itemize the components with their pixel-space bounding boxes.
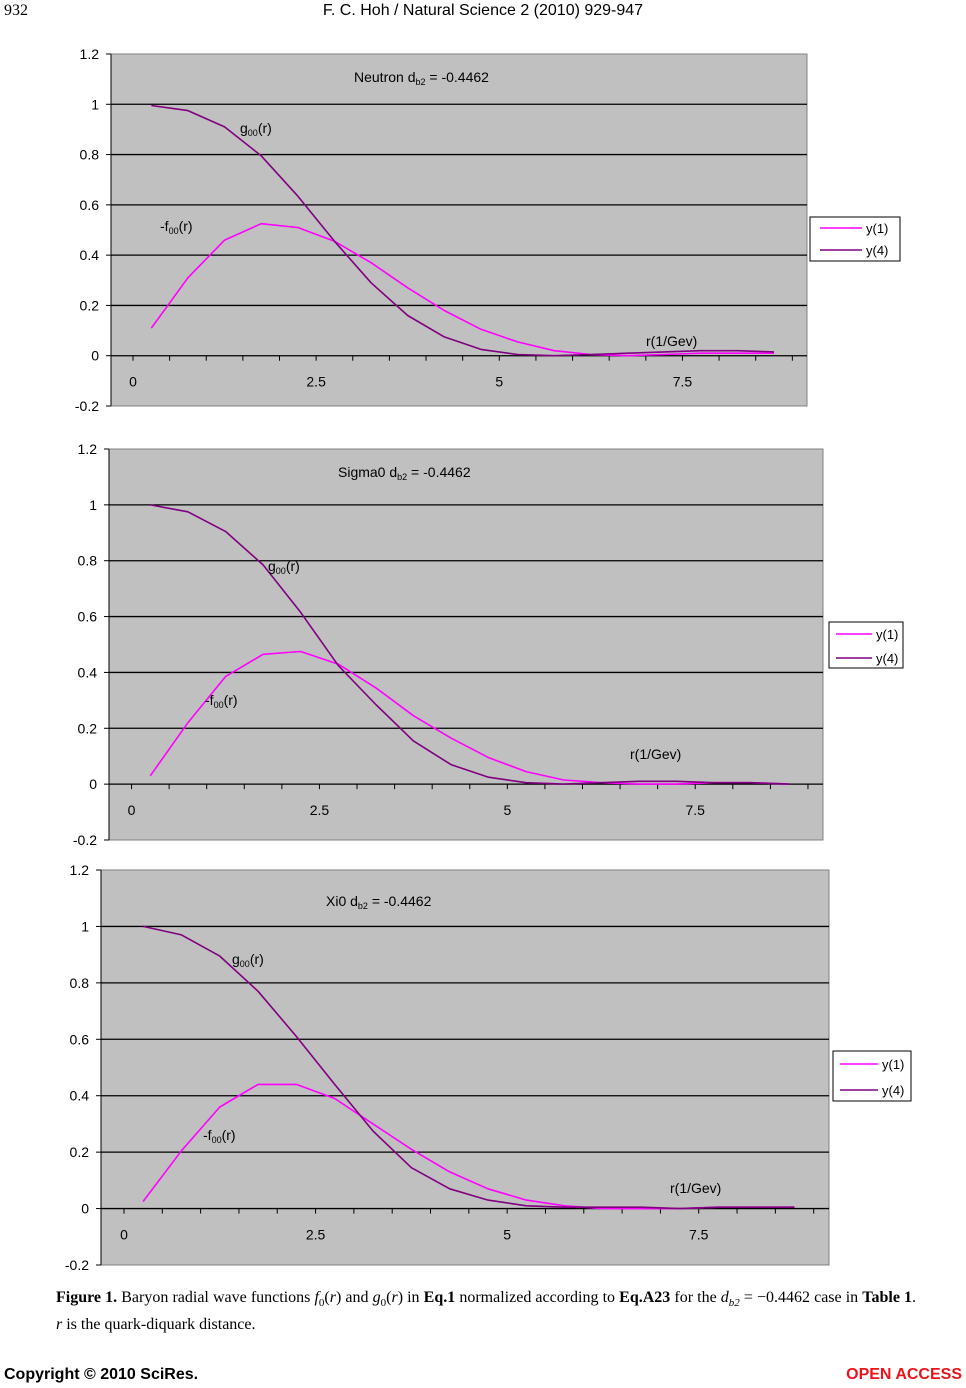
series-line-y4 bbox=[142, 925, 795, 1210]
chart-title: Xi0 db2 = -0.4462 bbox=[326, 893, 432, 911]
y-tick-label: 0 bbox=[81, 1201, 89, 1217]
axes: 1.2 1 0.8 0.6 0.4 0.2 0 -0.2 0 2.5 5 7.5 bbox=[65, 862, 815, 1273]
g00-label: g00(r) bbox=[240, 120, 272, 138]
chart-title: Sigma0 db2 = -0.4462 bbox=[338, 464, 471, 482]
chart-sigma0: 1.2 1 0.8 0.6 0.4 0.2 0 -0.2 0 2.5 5 7.5 Sigma0 db2… bbox=[73, 441, 904, 848]
axes: 1.2 1 0.8 0.6 0.4 0.2 0 -0.2 0 2.5 5 7.5 bbox=[73, 441, 809, 848]
chart-xi0: 1.2 1 0.8 0.6 0.4 0.2 0 -0.2 0 2.5 5 7.5 Xi0 db2 = … bbox=[65, 862, 912, 1273]
y-tick-label: -0.2 bbox=[65, 1257, 89, 1273]
f00-label: -f00(r) bbox=[205, 692, 238, 710]
series-lines bbox=[149, 504, 790, 785]
y-tick-label: 1 bbox=[91, 96, 99, 112]
y-tick-label: 1.2 bbox=[80, 46, 100, 62]
gridlines bbox=[111, 103, 807, 357]
legend-y4: y(4) bbox=[882, 1083, 904, 1098]
figure-caption: Figure 1. Baryon radial wave functions f… bbox=[56, 1289, 917, 1334]
running-head: F. C. Hoh / Natural Science 2 (2010) 929… bbox=[322, 2, 644, 19]
x-axis-label: r(1/Gev) bbox=[646, 333, 697, 349]
caption-label: Figure 1. bbox=[56, 1289, 118, 1306]
series-lines bbox=[150, 104, 775, 357]
y-tick-label: 0.6 bbox=[78, 609, 98, 625]
y-tick-label: 0.2 bbox=[70, 1144, 90, 1160]
table-ref: Table 1 bbox=[862, 1289, 913, 1306]
legend-y1: y(1) bbox=[882, 1057, 904, 1072]
x-axis-label: r(1/Gev) bbox=[630, 746, 681, 762]
eqa23-ref: Eq.A23 bbox=[619, 1289, 671, 1306]
g00-label: g00(r) bbox=[232, 951, 264, 969]
chart-title: Neutron db2 = -0.4462 bbox=[354, 69, 489, 87]
y-tick-label: 0.8 bbox=[78, 553, 98, 569]
plot-area bbox=[100, 869, 830, 1266]
x-tick-label: 7.5 bbox=[689, 1227, 709, 1243]
y-tick-label: 0 bbox=[89, 776, 97, 792]
x-tick-label: 2.5 bbox=[306, 374, 326, 390]
legend-y4: y(4) bbox=[866, 243, 888, 258]
y-tick-label: 0.2 bbox=[80, 297, 100, 313]
eq1-ref: Eq.1 bbox=[423, 1289, 456, 1306]
x-tick-label: 7.5 bbox=[685, 802, 705, 818]
legend: y(1) y(4) bbox=[832, 1050, 912, 1102]
y-tick-label: 1.2 bbox=[70, 862, 90, 878]
y-tick-label: 1 bbox=[81, 918, 89, 934]
plot-area bbox=[108, 448, 824, 841]
axes: 1.2 1 0.8 0.6 0.4 0.2 0 -0.2 0 2.5 5 7.5 bbox=[75, 46, 793, 414]
gridlines bbox=[109, 504, 823, 785]
legend-y4: y(4) bbox=[876, 651, 898, 666]
y-tick-label: 0.4 bbox=[78, 664, 98, 680]
y-tick-label: 1.2 bbox=[78, 441, 98, 457]
x-tick-label: 0 bbox=[120, 1227, 128, 1243]
series-line-y1 bbox=[149, 650, 790, 785]
legend: y(1) y(4) bbox=[809, 216, 901, 262]
chart-neutron: 1.2 1 0.8 0.6 0.4 0.2 0 -0.2 0 2.5 5 7.5 Neutron db… bbox=[75, 46, 901, 414]
plot-area bbox=[110, 53, 808, 407]
y-tick-label: 0.4 bbox=[70, 1088, 90, 1104]
x-tick-label: 0 bbox=[128, 802, 136, 818]
y-tick-label: 1 bbox=[89, 497, 97, 513]
page-number: 932 bbox=[4, 2, 28, 19]
x-tick-label: 0 bbox=[129, 374, 137, 390]
y-tick-label: 0 bbox=[91, 348, 99, 364]
x-tick-label: 5 bbox=[495, 374, 503, 390]
x-tick-label: 5 bbox=[503, 1227, 511, 1243]
y-tick-label: -0.2 bbox=[73, 832, 97, 848]
series-line-y1 bbox=[150, 222, 774, 357]
y-tick-label: -0.2 bbox=[75, 398, 99, 414]
x-axis-label: r(1/Gev) bbox=[670, 1180, 721, 1196]
copyright-notice: Copyright © 2010 SciRes. bbox=[4, 1366, 199, 1383]
x-tick-label: 7.5 bbox=[673, 374, 693, 390]
y-tick-label: 0.6 bbox=[80, 197, 100, 213]
series-lines bbox=[142, 925, 795, 1210]
y-tick-label: 0.4 bbox=[80, 247, 100, 263]
gridlines bbox=[101, 925, 829, 1210]
x-tick-label: 2.5 bbox=[306, 1227, 326, 1243]
f00-label: -f00(r) bbox=[160, 218, 193, 236]
x-tick-label: 2.5 bbox=[310, 802, 330, 818]
y-tick-label: 0.8 bbox=[70, 975, 90, 991]
series-line-y4 bbox=[150, 504, 790, 785]
y-tick-label: 0.8 bbox=[80, 147, 100, 163]
open-access-label: OPEN ACCESS bbox=[846, 1366, 962, 1383]
legend-y1: y(1) bbox=[876, 627, 898, 642]
g00-label: g00(r) bbox=[268, 558, 300, 576]
legend-y1: y(1) bbox=[866, 221, 888, 236]
x-tick-label: 5 bbox=[503, 802, 511, 818]
f00-label: -f00(r) bbox=[203, 1127, 236, 1145]
series-line-y4 bbox=[151, 104, 775, 357]
y-tick-label: 0.2 bbox=[78, 720, 98, 736]
y-tick-label: 0.6 bbox=[70, 1031, 90, 1047]
legend: y(1) y(4) bbox=[828, 621, 904, 669]
